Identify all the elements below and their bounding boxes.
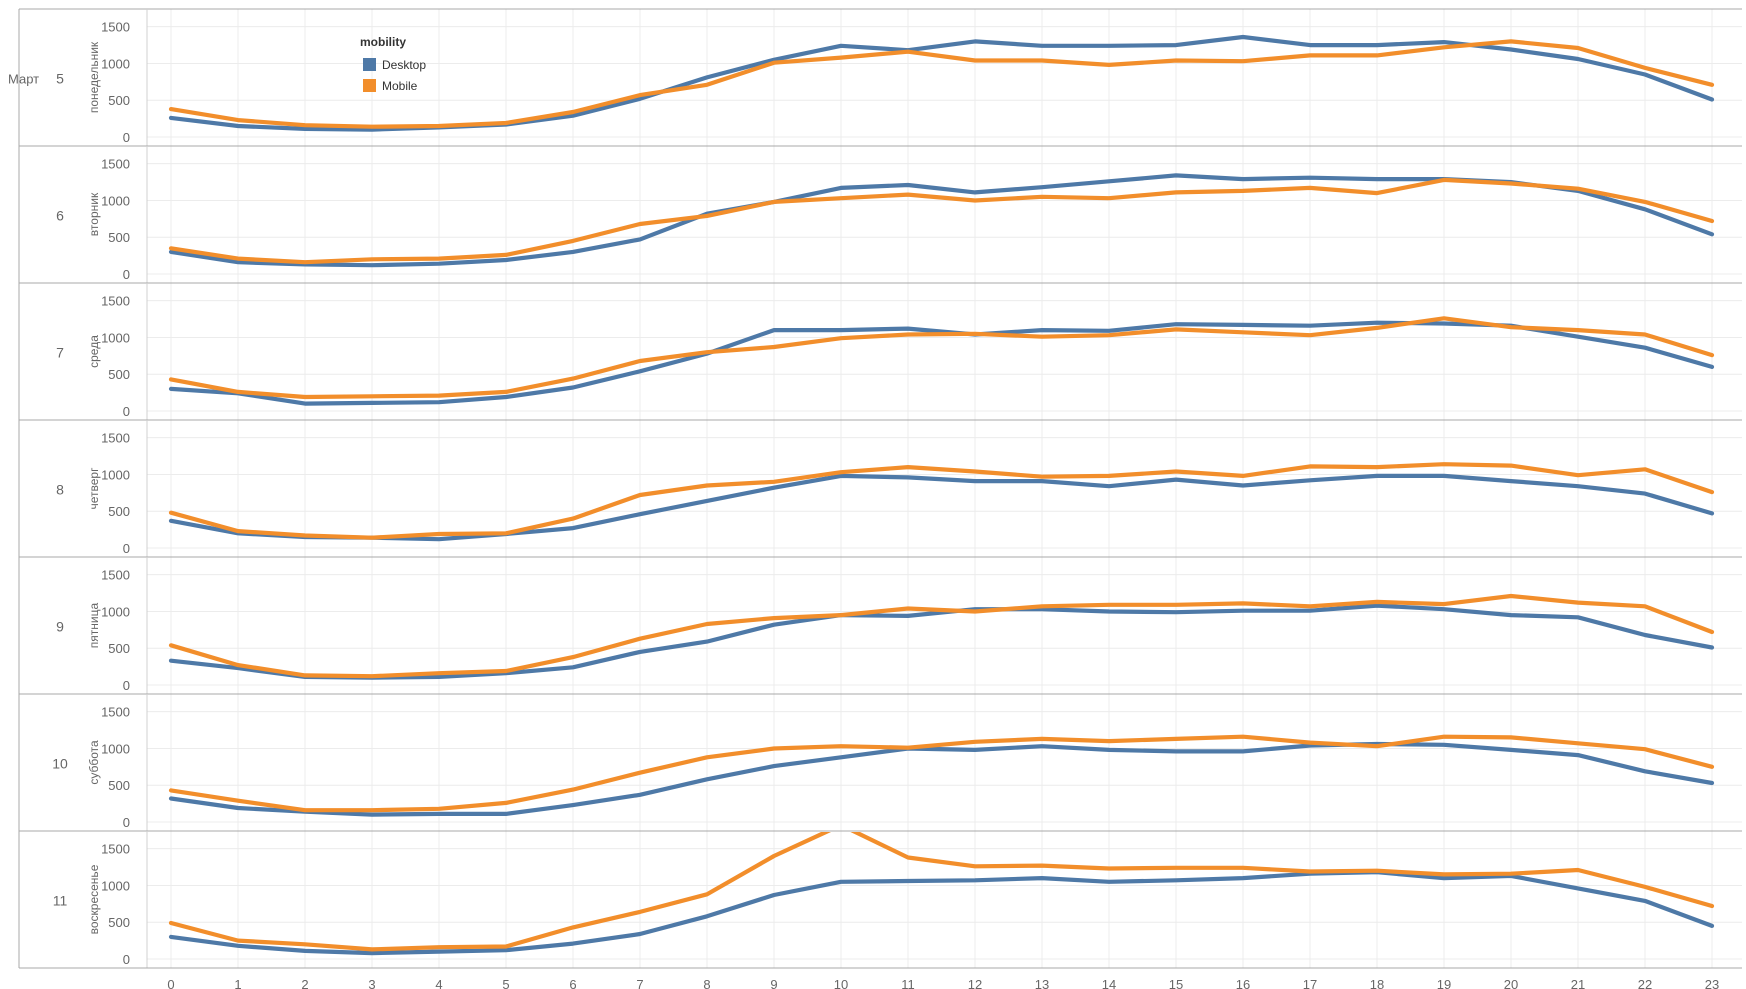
x-tick-label: 7	[636, 977, 643, 989]
x-tick-label: 13	[1035, 977, 1049, 989]
series-line-desktop	[168, 320, 1715, 406]
x-tick-label: 5	[502, 977, 509, 989]
series-line-mobile	[168, 734, 1715, 813]
x-tick-label: 0	[167, 977, 174, 989]
y-tick-label: 0	[123, 678, 130, 693]
y-tick-label: 500	[108, 367, 130, 382]
weekday-label: воскресенье	[87, 864, 101, 934]
series-line-desktop	[168, 741, 1715, 817]
legend-swatch-desktop[interactable]	[363, 58, 376, 71]
legend-swatch-mobile[interactable]	[363, 79, 376, 92]
x-tick-label: 12	[968, 977, 982, 989]
legend[interactable]: mobility Desktop Mobile	[360, 35, 426, 93]
series-line-mobile	[168, 177, 1715, 265]
month-label: Март	[8, 72, 39, 87]
y-tick-label: 1000	[101, 193, 130, 208]
x-tick-label: 16	[1236, 977, 1250, 989]
y-tick-label: 1000	[101, 741, 130, 756]
y-tick-label: 500	[108, 230, 130, 245]
legend-label-mobile[interactable]: Mobile	[382, 79, 418, 93]
y-tick-label: 1500	[101, 20, 130, 35]
series-lines	[168, 34, 1715, 956]
series-line-mobile	[168, 593, 1715, 679]
weekday-label: четверг	[87, 467, 101, 510]
series-line-desktop	[168, 173, 1715, 268]
day-number-label: 5	[56, 71, 64, 87]
series-line-desktop	[168, 870, 1715, 956]
legend-title: mobility	[360, 35, 406, 49]
y-tick-label: 1500	[101, 842, 130, 857]
x-tick-label: 19	[1437, 977, 1451, 989]
day-number-label: 11	[53, 893, 68, 909]
x-tick-label: 17	[1303, 977, 1317, 989]
y-tick-label: 500	[108, 504, 130, 519]
weekday-label: вторник	[87, 192, 101, 236]
row-headers: 5 понедельник 6 вторник 7 среда 8 четверг 9 пятни…	[8, 41, 101, 934]
y-tick-label: 500	[108, 93, 130, 108]
weekday-label: понедельник	[87, 41, 101, 113]
y-tick-label: 0	[123, 130, 130, 145]
x-tick-label: 18	[1370, 977, 1384, 989]
x-tick-label: 9	[770, 977, 777, 989]
y-tick-label: 1500	[101, 431, 130, 446]
x-tick-label: 15	[1169, 977, 1183, 989]
y-tick-label: 1000	[101, 467, 130, 482]
panel-borders	[18, 8, 1742, 969]
x-tick-label: 14	[1102, 977, 1116, 989]
series-line-desktop	[168, 603, 1715, 680]
x-axis: 0 1 2 3 4 5 6 7 8 9 10 11 12 13 14 15 16 17 18 19 20 21 22 23	[167, 977, 1719, 989]
y-tick-label: 1000	[101, 56, 130, 71]
x-tick-label: 2	[301, 977, 308, 989]
weekday-label: пятница	[87, 602, 101, 648]
series-line-desktop	[168, 473, 1715, 542]
y-tick-label: 500	[108, 778, 130, 793]
series-line-mobile	[168, 462, 1715, 540]
y-tick-label: 0	[123, 541, 130, 556]
x-tick-label: 10	[834, 977, 848, 989]
y-tick-label: 0	[123, 267, 130, 282]
x-tick-label: 1	[234, 977, 241, 989]
y-tick-label: 1500	[101, 568, 130, 583]
day-number-label: 10	[52, 756, 68, 772]
y-tick-label: 0	[123, 404, 130, 419]
x-tick-label: 6	[569, 977, 576, 989]
day-number-label: 7	[56, 345, 64, 361]
y-tick-label: 1500	[101, 294, 130, 309]
y-tick-label: 0	[123, 815, 130, 830]
x-tick-label: 4	[435, 977, 442, 989]
y-tick-label: 1000	[101, 604, 130, 619]
day-number-label: 8	[56, 482, 64, 498]
x-tick-label: 20	[1504, 977, 1518, 989]
x-tick-label: 23	[1705, 977, 1719, 989]
y-tick-label: 1500	[101, 157, 130, 172]
x-tick-label: 11	[901, 977, 915, 989]
y-axes: 0 500 1000 1500 0 500 1000 1500 0 500 1000 1500 0 500…	[101, 20, 130, 967]
day-number-label: 6	[56, 208, 64, 224]
y-tick-label: 0	[123, 952, 130, 967]
series-line-mobile	[168, 316, 1715, 400]
y-tick-label: 1000	[101, 878, 130, 893]
y-tick-label: 1500	[101, 705, 130, 720]
x-tick-label: 22	[1638, 977, 1652, 989]
series-line-mobile	[168, 39, 1715, 129]
legend-label-desktop[interactable]: Desktop	[382, 58, 426, 72]
weekday-label: среда	[87, 335, 101, 368]
x-tick-label: 8	[703, 977, 710, 989]
y-tick-label: 1000	[101, 330, 130, 345]
weekday-label: суббота	[87, 740, 101, 785]
x-tick-label: 3	[368, 977, 375, 989]
gridlines	[147, 9, 1742, 968]
series-line-mobile	[168, 832, 1715, 952]
day-number-label: 9	[56, 619, 64, 635]
y-tick-label: 500	[108, 641, 130, 656]
x-tick-label: 21	[1571, 977, 1585, 989]
y-tick-label: 500	[108, 915, 130, 930]
